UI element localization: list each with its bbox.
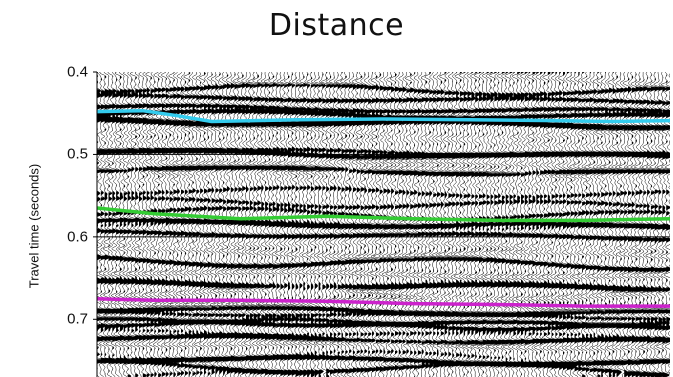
y-tick-label: 0.5 [67, 145, 88, 163]
y-tick-label: 0.7 [67, 310, 88, 328]
chart-title: Distance [268, 8, 405, 43]
horizon-line-2 [97, 206, 670, 223]
wiggle-traces [97, 72, 670, 377]
plot-area [97, 72, 670, 377]
wiggle-fill [97, 72, 670, 377]
horizon-line-1 [97, 108, 670, 124]
horizon-line-3 [97, 296, 670, 308]
y-tick-label: 0.6 [67, 228, 88, 246]
y-tick-label: 0.4 [67, 63, 88, 81]
